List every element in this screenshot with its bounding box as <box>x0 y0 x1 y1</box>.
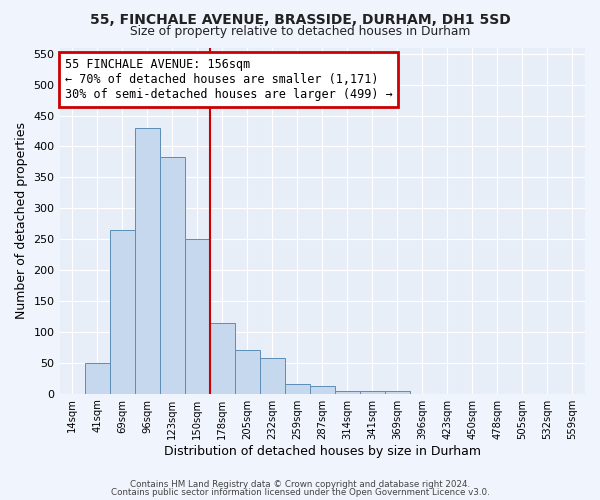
Bar <box>185 239 209 394</box>
Bar <box>235 350 260 394</box>
X-axis label: Distribution of detached houses by size in Durham: Distribution of detached houses by size … <box>164 444 481 458</box>
Bar <box>134 128 160 394</box>
Bar <box>360 390 385 394</box>
Y-axis label: Number of detached properties: Number of detached properties <box>15 122 28 319</box>
Bar <box>310 386 335 394</box>
Text: Contains HM Land Registry data © Crown copyright and database right 2024.: Contains HM Land Registry data © Crown c… <box>130 480 470 489</box>
Text: 55, FINCHALE AVENUE, BRASSIDE, DURHAM, DH1 5SD: 55, FINCHALE AVENUE, BRASSIDE, DURHAM, D… <box>89 12 511 26</box>
Bar <box>209 322 235 394</box>
Bar <box>285 384 310 394</box>
Bar <box>85 363 110 394</box>
Text: Size of property relative to detached houses in Durham: Size of property relative to detached ho… <box>130 25 470 38</box>
Bar <box>260 358 285 394</box>
Bar <box>160 157 185 394</box>
Text: 55 FINCHALE AVENUE: 156sqm
← 70% of detached houses are smaller (1,171)
30% of s: 55 FINCHALE AVENUE: 156sqm ← 70% of deta… <box>65 58 392 101</box>
Bar <box>385 390 410 394</box>
Bar <box>110 230 134 394</box>
Text: Contains public sector information licensed under the Open Government Licence v3: Contains public sector information licen… <box>110 488 490 497</box>
Bar <box>335 390 360 394</box>
